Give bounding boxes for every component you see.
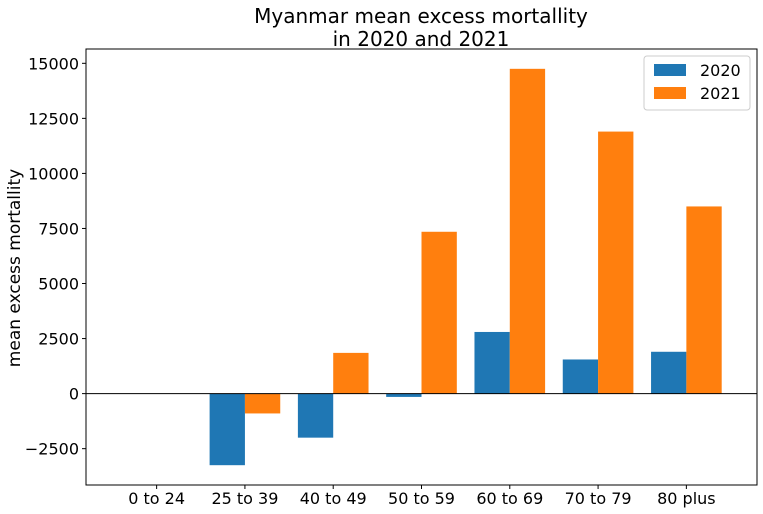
- bar-2021-6: [686, 206, 722, 394]
- y-tick-label: 15000: [28, 54, 79, 73]
- y-tick-label: 7500: [38, 219, 79, 238]
- x-axis: 0 to 24 25 to 39 40 to 49 50 to 59 60 to 69 7…: [128, 485, 716, 508]
- bars-group: [209, 68, 722, 466]
- bar-2021-4: [509, 68, 546, 394]
- legend-label-2020: 2020: [700, 61, 741, 80]
- legend-swatch-2020: [654, 64, 686, 76]
- chart-title-line-2: in 2020 and 2021: [333, 27, 510, 51]
- y-tick-label: 5000: [38, 275, 79, 294]
- x-tick-label: 70 to 79: [565, 489, 632, 508]
- legend-swatch-2021: [654, 87, 686, 99]
- y-tick-label: 10000: [28, 164, 79, 183]
- legend-label-2021: 2021: [700, 84, 741, 103]
- legend: 2020 2021: [643, 55, 751, 111]
- x-tick-label: 60 to 69: [476, 489, 543, 508]
- x-tick-label: 40 to 49: [300, 489, 367, 508]
- bar-2020-4: [474, 331, 510, 394]
- y-axis: −2500 0 2500 5000 7500 10000 12500 15000: [25, 54, 86, 459]
- y-tick-label: 2500: [38, 330, 79, 349]
- bar-2020-2: [297, 393, 334, 438]
- x-tick-label: 50 to 59: [388, 489, 455, 508]
- bar-2021-2: [333, 352, 369, 394]
- y-tick-label: 12500: [28, 109, 79, 128]
- y-axis-label: mean excess mortallity: [5, 169, 25, 367]
- bar-2021-1: [244, 393, 281, 414]
- x-tick-label: 0 to 24: [128, 489, 185, 508]
- bar-2020-6: [651, 351, 687, 394]
- y-tick-label: 0: [69, 385, 79, 404]
- x-tick-label: 25 to 39: [211, 489, 278, 508]
- chart-title: Myanmar mean excess mortallity in 2020 a…: [254, 4, 588, 51]
- chart-title-line-1: Myanmar mean excess mortallity: [254, 4, 588, 28]
- bar-2021-5: [598, 131, 634, 394]
- bar-2021-3: [421, 231, 457, 394]
- y-tick-label: −2500: [25, 440, 79, 459]
- bar-2020-5: [562, 359, 599, 394]
- x-tick-label: 80 plus: [657, 489, 716, 508]
- bar-2020-3: [386, 393, 422, 397]
- bar-2020-1: [209, 393, 245, 466]
